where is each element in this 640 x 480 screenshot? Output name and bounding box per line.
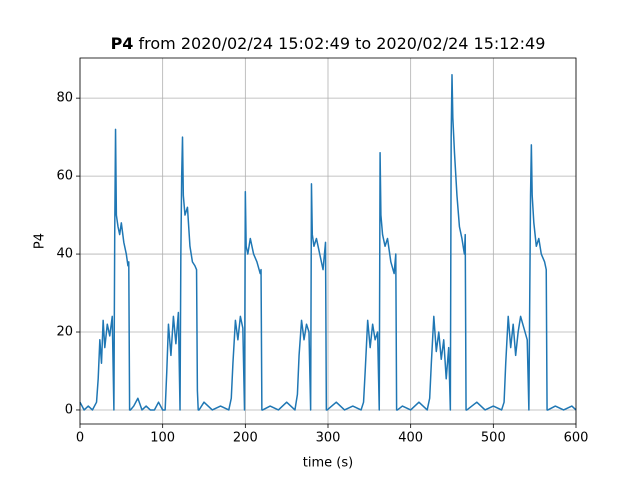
- y-axis-label: P4: [33, 233, 48, 249]
- x-tick-label: 600: [564, 431, 589, 446]
- y-tick-label: 60: [56, 169, 73, 184]
- x-tick-label: 0: [76, 431, 84, 446]
- x-tick-label: 100: [150, 431, 175, 446]
- y-tick-label: 40: [56, 247, 73, 262]
- x-tick-label: 400: [398, 431, 423, 446]
- chart-title: P4 from 2020/02/24 15:02:49 to 2020/02/2…: [111, 34, 546, 53]
- y-tick-label: 20: [56, 325, 73, 340]
- x-tick-label: 500: [481, 431, 506, 446]
- y-tick-label: 0: [65, 402, 73, 417]
- x-tick-label: 300: [316, 431, 341, 446]
- title-bold: P4: [111, 34, 134, 53]
- y-tick-label: 80: [56, 91, 73, 106]
- plot-frame: [79, 57, 577, 425]
- data-line: [79, 74, 577, 411]
- x-axis-label: time (s): [303, 456, 353, 471]
- x-tick-label: 200: [233, 431, 258, 446]
- title-text: from 2020/02/24 15:02:49 to 2020/02/24 1…: [139, 34, 546, 53]
